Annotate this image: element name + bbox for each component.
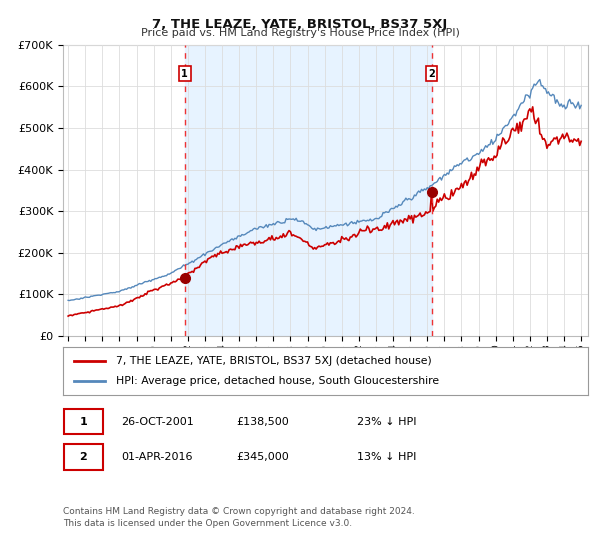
Text: 01-APR-2016: 01-APR-2016 bbox=[121, 452, 192, 462]
Bar bbox=[185, 45, 431, 336]
Text: 2: 2 bbox=[428, 69, 435, 79]
FancyBboxPatch shape bbox=[64, 409, 103, 435]
Text: 7, THE LEAZE, YATE, BRISTOL, BS37 5XJ (detached house): 7, THE LEAZE, YATE, BRISTOL, BS37 5XJ (d… bbox=[115, 356, 431, 366]
Text: Contains HM Land Registry data © Crown copyright and database right 2024.
This d: Contains HM Land Registry data © Crown c… bbox=[63, 507, 415, 528]
Text: 13% ↓ HPI: 13% ↓ HPI bbox=[357, 452, 416, 462]
Text: £138,500: £138,500 bbox=[236, 417, 289, 427]
Text: HPI: Average price, detached house, South Gloucestershire: HPI: Average price, detached house, Sout… bbox=[115, 376, 439, 386]
Text: £345,000: £345,000 bbox=[236, 452, 289, 462]
Text: 26-OCT-2001: 26-OCT-2001 bbox=[121, 417, 193, 427]
Text: 23% ↓ HPI: 23% ↓ HPI bbox=[357, 417, 416, 427]
Text: Price paid vs. HM Land Registry's House Price Index (HPI): Price paid vs. HM Land Registry's House … bbox=[140, 28, 460, 38]
Text: 7, THE LEAZE, YATE, BRISTOL, BS37 5XJ: 7, THE LEAZE, YATE, BRISTOL, BS37 5XJ bbox=[152, 18, 448, 31]
Text: 2: 2 bbox=[80, 452, 88, 462]
Text: 1: 1 bbox=[181, 69, 188, 79]
FancyBboxPatch shape bbox=[64, 444, 103, 470]
Text: 1: 1 bbox=[80, 417, 88, 427]
